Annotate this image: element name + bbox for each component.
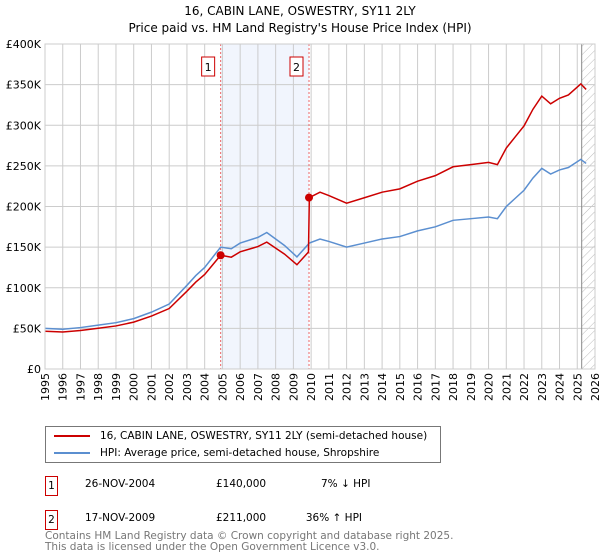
sale-label-box [201, 56, 216, 77]
x-tick-label: 1995 [39, 373, 52, 401]
sale-label: 2 [293, 61, 300, 74]
x-tick-label: 2003 [181, 373, 194, 401]
y-tick-label: £0 [27, 363, 41, 376]
chart-title: 16, CABIN LANE, OSWESTRY, SY11 2LY [184, 4, 416, 18]
legend-item-hpi: HPI: Average price, semi-detached house,… [54, 445, 379, 461]
transaction-marker: 2 [45, 510, 58, 530]
x-tick-label: 2008 [270, 373, 283, 401]
transaction-marker: 1 [45, 476, 58, 496]
x-tick-label: 2019 [465, 373, 478, 401]
transaction-hpi: 36% ↑ HPI [305, 512, 362, 524]
x-tick-label: 2012 [341, 373, 354, 401]
x-tick-label: 2002 [163, 373, 176, 401]
legend-swatch-blue [54, 452, 90, 454]
y-tick-label: £200K [6, 201, 42, 214]
transaction-date: 26-NOV-2004 [85, 478, 156, 490]
sale-label: 1 [205, 61, 212, 74]
transaction-date: 17-NOV-2009 [85, 512, 156, 524]
x-tick-label: 2005 [216, 373, 229, 401]
x-tick-label: 2023 [536, 373, 549, 401]
x-tick-label: 2021 [500, 373, 513, 401]
legend-item-property: 16, CABIN LANE, OSWESTRY, SY11 2LY (semi… [54, 428, 427, 444]
x-tick-label: 2001 [145, 373, 158, 401]
footer-line: Contains HM Land Registry data © Crown c… [45, 530, 454, 542]
x-tick-label: 1999 [110, 373, 123, 401]
y-tick-label: £350K [6, 79, 42, 92]
hpi-line [44, 158, 587, 330]
x-tick-label: 2020 [483, 373, 496, 401]
y-tick-label: £100K [6, 282, 42, 295]
y-tick-label: £50K [13, 322, 42, 335]
x-tick-label: 2022 [518, 373, 531, 401]
transaction-price: £140,000 [216, 478, 267, 490]
x-tick-label: 2009 [287, 373, 300, 401]
x-tick-label: 2007 [252, 373, 265, 401]
chart-subtitle: Price paid vs. HM Land Registry's House … [128, 21, 472, 35]
sale-label-box [289, 56, 304, 77]
plot-border [44, 43, 596, 370]
price-chart: £0 £50K £100K £150K £200K £250K £300K £350K £400… [6, 38, 600, 401]
y-tick-label: £300K [6, 119, 42, 132]
footer-line: This data is licensed under the Open Gov… [45, 541, 380, 553]
legend-label: HPI: Average price, semi-detached house,… [100, 447, 380, 459]
sale-point [216, 251, 225, 260]
x-tick-label: 2017 [429, 373, 442, 401]
x-tick-label: 2025 [571, 373, 584, 401]
sale-point [305, 193, 313, 202]
y-tick-label: £250K [6, 160, 42, 173]
transaction-hpi: 7% ↓ HPI [321, 478, 371, 490]
x-tick-label: 2018 [447, 373, 460, 401]
legend-swatch-red [54, 435, 90, 437]
x-tick-label: 2000 [128, 373, 141, 401]
x-tick-label: 2014 [376, 373, 389, 401]
x-tick-label: 2013 [358, 373, 371, 401]
x-tick-label: 2004 [199, 373, 212, 401]
x-tick-label: 2011 [323, 373, 336, 401]
x-tick-label: 1997 [74, 373, 87, 401]
transaction-price: £211,000 [216, 512, 267, 524]
x-tick-label: 2010 [305, 373, 318, 401]
x-tick-label: 2015 [394, 373, 407, 401]
x-tick-label: 2016 [412, 373, 425, 401]
x-tick-label: 1998 [92, 373, 105, 401]
x-tick-label: 2024 [554, 373, 567, 401]
footer: Contains HM Land Registry data © Crown c… [45, 531, 453, 553]
x-tick-label: 1996 [57, 373, 70, 401]
x-tick-label: 2026 [589, 373, 600, 401]
y-tick-label: £400K [6, 38, 42, 51]
x-tick-label: 2006 [234, 373, 247, 401]
legend: 16, CABIN LANE, OSWESTRY, SY11 2LY (semi… [45, 426, 441, 463]
y-tick-label: £150K [6, 241, 42, 254]
property-price-line [44, 82, 587, 333]
legend-label: 16, CABIN LANE, OSWESTRY, SY11 2LY (semi… [100, 430, 428, 442]
